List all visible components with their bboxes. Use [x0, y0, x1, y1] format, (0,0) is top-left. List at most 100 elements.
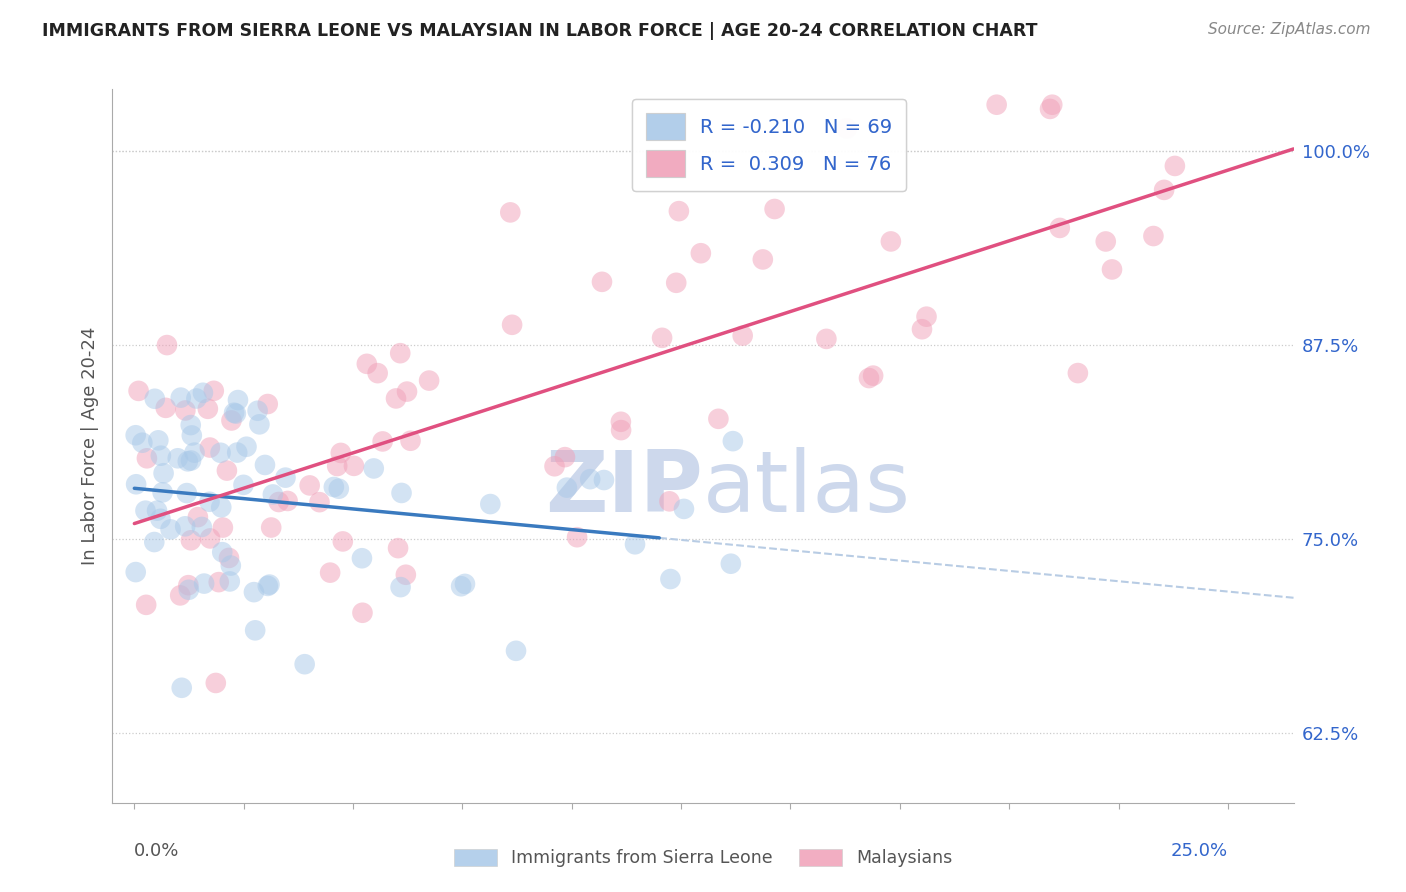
Point: [911, 322, 934, 336]
Point: [191, 385, 214, 400]
Point: [986, 97, 1008, 112]
Point: [322, 480, 344, 494]
Point: [721, 434, 744, 449]
Point: [235, 440, 257, 454]
Point: [180, 533, 202, 548]
Point: [169, 588, 191, 602]
Point: [149, 512, 172, 526]
Point: [143, 392, 166, 406]
Point: [170, 391, 193, 405]
Point: [389, 580, 412, 594]
Point: [815, 332, 838, 346]
Point: [209, 500, 232, 515]
Point: [193, 576, 215, 591]
Point: [208, 575, 231, 590]
Point: [183, 445, 205, 459]
Point: [298, 478, 321, 492]
Point: [198, 495, 221, 509]
Point: [186, 392, 208, 406]
Point: [294, 657, 316, 672]
Point: [262, 487, 284, 501]
Point: [143, 535, 166, 549]
Point: [555, 481, 578, 495]
Point: [125, 477, 148, 491]
Point: [499, 205, 522, 219]
Point: [731, 328, 754, 343]
Point: [243, 585, 266, 599]
Point: [707, 412, 730, 426]
Point: [1094, 235, 1116, 249]
Point: [763, 202, 786, 216]
Point: [209, 446, 232, 460]
Point: [249, 417, 271, 432]
Point: [332, 534, 354, 549]
Point: [672, 502, 695, 516]
Point: [253, 458, 276, 472]
Point: [256, 579, 278, 593]
Point: [197, 401, 219, 416]
Point: [260, 520, 283, 534]
Point: [915, 310, 938, 324]
Point: [1049, 221, 1071, 235]
Point: [274, 470, 297, 484]
Point: [665, 276, 688, 290]
Point: [226, 445, 249, 459]
Point: [277, 494, 299, 508]
Point: [212, 520, 235, 534]
Point: [152, 467, 174, 481]
Point: [350, 551, 373, 566]
Point: [651, 331, 673, 345]
Point: [135, 598, 157, 612]
Point: [176, 486, 198, 500]
Point: [146, 504, 169, 518]
Point: [170, 681, 193, 695]
Point: [148, 434, 170, 448]
Point: [256, 397, 278, 411]
Point: [215, 464, 238, 478]
Point: [371, 434, 394, 449]
Point: [579, 472, 602, 486]
Point: [367, 366, 389, 380]
Point: [343, 458, 366, 473]
Point: [352, 606, 374, 620]
Legend: Immigrants from Sierra Leone, Malaysians: Immigrants from Sierra Leone, Malaysians: [447, 842, 959, 874]
Point: [259, 577, 281, 591]
Point: [399, 434, 422, 448]
Point: [387, 541, 409, 555]
Point: [218, 550, 240, 565]
Point: [319, 566, 342, 580]
Point: [267, 495, 290, 509]
Point: [125, 428, 148, 442]
Text: 0.0%: 0.0%: [135, 841, 180, 860]
Point: [191, 520, 214, 534]
Point: [219, 558, 242, 573]
Point: [152, 485, 174, 500]
Point: [131, 435, 153, 450]
Point: [202, 384, 225, 398]
Point: [180, 418, 202, 433]
Point: [501, 318, 523, 332]
Point: [1153, 183, 1175, 197]
Point: [134, 504, 156, 518]
Point: [880, 235, 903, 249]
Point: [835, 121, 858, 136]
Point: [689, 246, 711, 260]
Point: [591, 275, 613, 289]
Point: [232, 478, 254, 492]
Point: [246, 403, 269, 417]
Text: Source: ZipAtlas.com: Source: ZipAtlas.com: [1208, 22, 1371, 37]
Point: [391, 486, 413, 500]
Point: [389, 346, 412, 360]
Text: ZIP: ZIP: [546, 447, 703, 531]
Point: [187, 510, 209, 524]
Point: [221, 413, 243, 427]
Y-axis label: In Labor Force | Age 20-24: In Labor Force | Age 20-24: [80, 326, 98, 566]
Point: [177, 582, 200, 597]
Text: IMMIGRANTS FROM SIERRA LEONE VS MALAYSIAN IN LABOR FORCE | AGE 20-24 CORRELATION: IMMIGRANTS FROM SIERRA LEONE VS MALAYSIA…: [42, 22, 1038, 40]
Point: [624, 537, 647, 551]
Point: [1067, 366, 1090, 380]
Point: [156, 338, 179, 352]
Point: [752, 252, 775, 267]
Text: 25.0%: 25.0%: [1171, 841, 1227, 860]
Point: [177, 578, 200, 592]
